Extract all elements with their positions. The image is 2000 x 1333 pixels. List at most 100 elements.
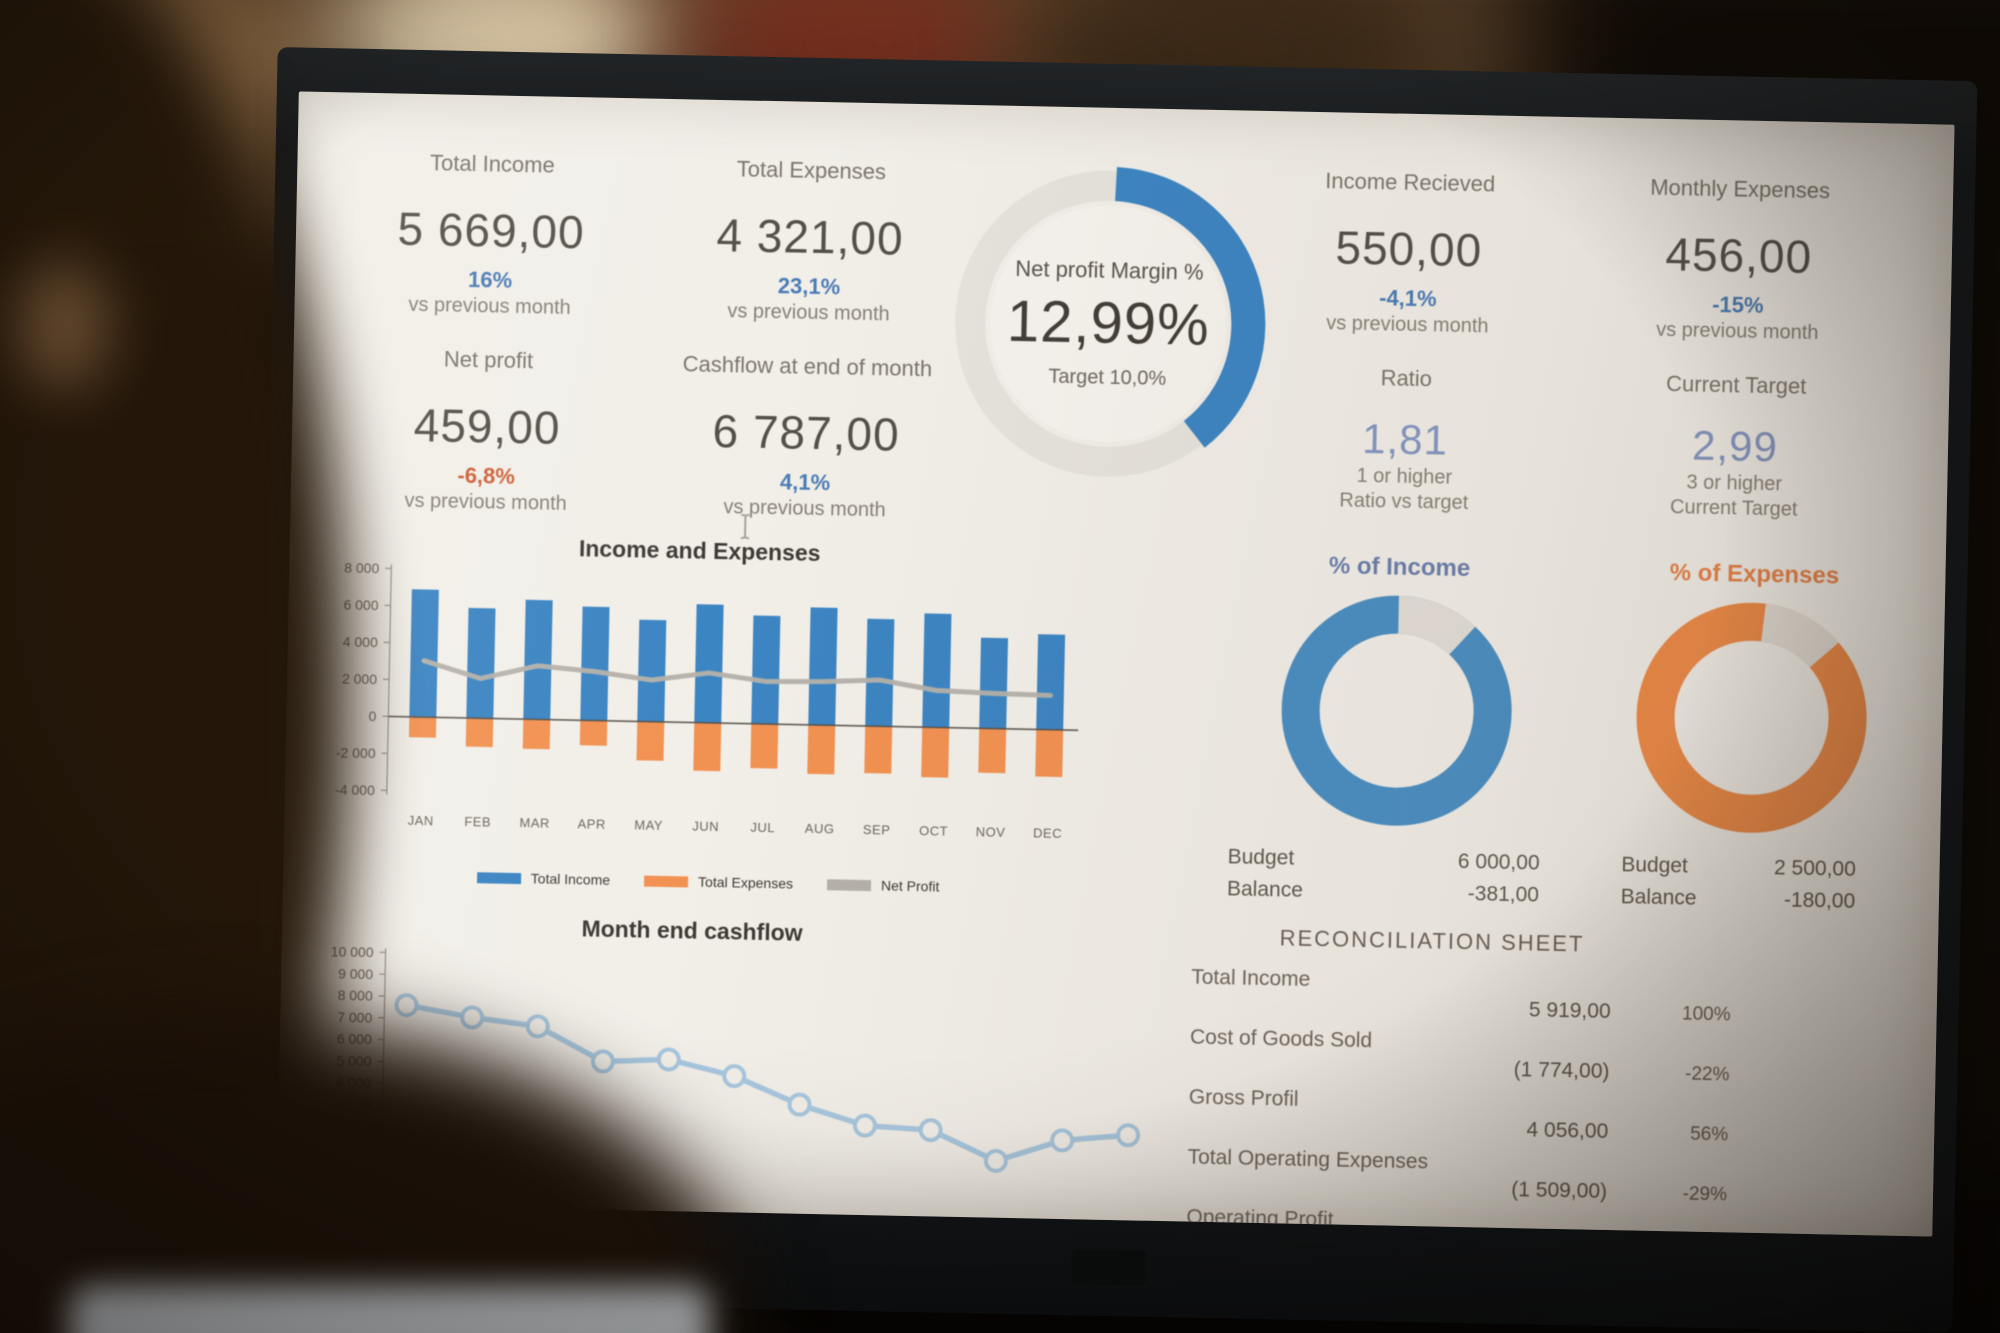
kpi-caption: vs previous month bbox=[404, 489, 567, 515]
donut-title: % of Income bbox=[1328, 552, 1471, 583]
kpi-value: 1,81 bbox=[1361, 414, 1449, 464]
legend-swatch-orange bbox=[644, 875, 689, 887]
legend-swatch-blue bbox=[476, 871, 521, 884]
net-profit-margin-gauge: Net profit Margin % 12,99% Target 10,0% bbox=[955, 139, 1266, 537]
kpi-title: Ratio bbox=[1380, 365, 1433, 392]
svg-text:OCT: OCT bbox=[919, 823, 948, 839]
svg-text:6 000: 6 000 bbox=[343, 597, 379, 614]
kpi-value: 550,00 bbox=[1335, 221, 1483, 277]
svg-text:APR: APR bbox=[577, 816, 606, 832]
kpi-delta: 23,1% bbox=[777, 273, 841, 300]
kpi-caption: vs previous month bbox=[723, 496, 886, 522]
kpi-title: Total Income bbox=[429, 150, 556, 178]
income-expenses-chart: Income and Expenses 8 000 6 000 4 000 2 000… bbox=[313, 518, 1200, 895]
svg-text:8 000: 8 000 bbox=[338, 987, 374, 1004]
percent-of-expenses-donut: % of Expenses Budget 2 500,00 Balance -1… bbox=[1593, 544, 1910, 913]
kpi-total-income: Total Income 5 669,00 16% vs previous mo… bbox=[324, 126, 658, 329]
svg-text:JUN: JUN bbox=[692, 819, 719, 835]
kpi-delta: -6,8% bbox=[457, 462, 516, 489]
svg-text:7 000: 7 000 bbox=[337, 1009, 373, 1026]
legend-item-net-profit: Net Profit bbox=[826, 876, 940, 895]
kpi-income-recieved: Income Recieved 550,00 -4,1% vs previous… bbox=[1254, 145, 1564, 347]
legend-item-total-expenses: Total Expenses bbox=[644, 873, 793, 892]
keyboard-blur bbox=[70, 1286, 710, 1333]
svg-text:0: 0 bbox=[368, 708, 376, 724]
kpi-caption2: Current Target bbox=[1669, 496, 1798, 521]
recon-value: (1 774,00) bbox=[1513, 1058, 1610, 1083]
svg-text:JUL: JUL bbox=[750, 820, 775, 835]
budget-label: Budget bbox=[1621, 853, 1689, 878]
recon-row-cogs: Cost of Goods Sold (1 774,00) -22% bbox=[1189, 1024, 1900, 1092]
kpi-value: 4 321,00 bbox=[716, 208, 905, 265]
legend-swatch-gray bbox=[826, 878, 872, 891]
legend-label: Net Profit bbox=[880, 877, 940, 895]
recon-value: 4 056,00 bbox=[1526, 1118, 1609, 1143]
recon-row-gross-profit: Gross Profil 4 056,00 56% bbox=[1188, 1084, 1899, 1152]
monitor-logo bbox=[1069, 1247, 1148, 1289]
kpi-grid: Total Income 5 669,00 16% vs previous mo… bbox=[320, 126, 1918, 550]
recon-value: 5 919,00 bbox=[1528, 998, 1611, 1024]
legend-label: Total Income bbox=[530, 870, 611, 888]
svg-text:9 000: 9 000 bbox=[338, 965, 374, 982]
expenses-donut-svg bbox=[1636, 602, 1867, 833]
charts-row: Income and Expenses 8 000 6 000 4 000 2 000… bbox=[313, 518, 1910, 913]
reconciliation-heading: RECONCILIATION SHEET bbox=[1279, 925, 1585, 957]
kpi-title: Current Target bbox=[1665, 371, 1807, 399]
person-ear-highlight bbox=[18, 260, 108, 390]
gauge-target: Target 10,0% bbox=[1048, 365, 1167, 390]
recon-pct: -29% bbox=[1682, 1183, 1728, 1206]
kpi-current-target: Current Target 2,99 3 or higher Current … bbox=[1556, 347, 1914, 550]
kpi-caption2: Ratio vs target bbox=[1339, 489, 1469, 515]
budget-value: 6 000,00 bbox=[1457, 849, 1540, 875]
kpi-monthly-expenses: Monthly Expenses 456,00 -15% vs previous… bbox=[1560, 151, 1918, 354]
kpi-title: Income Recieved bbox=[1325, 168, 1496, 197]
gauge-value: 12,99% bbox=[1006, 288, 1211, 358]
svg-text:AUG: AUG bbox=[805, 821, 835, 837]
kpi-value: 6 787,00 bbox=[712, 404, 901, 461]
kpi-title: Monthly Expenses bbox=[1650, 174, 1831, 204]
kpi-delta: -4,1% bbox=[1378, 285, 1437, 312]
kpi-title: Cashflow at end of month bbox=[682, 351, 933, 382]
budget-label: Budget bbox=[1227, 845, 1295, 870]
reconciliation-rows: Total Income 5 919,00 100% Cost of Goods… bbox=[1186, 964, 1902, 1237]
svg-text:10 000: 10 000 bbox=[331, 943, 374, 960]
kpi-cashflow-end-of-month: Cashflow at end of month 6 787,00 4,1% v… bbox=[650, 329, 962, 531]
income-donut-svg bbox=[1281, 595, 1512, 826]
kpi-title: Total Expenses bbox=[736, 156, 887, 185]
kpi-caption: vs previous month bbox=[408, 293, 571, 319]
kpi-title: Net profit bbox=[443, 346, 534, 374]
svg-text:NOV: NOV bbox=[976, 824, 1006, 840]
svg-text:MAY: MAY bbox=[634, 817, 663, 833]
kpi-value: 456,00 bbox=[1664, 227, 1813, 283]
svg-text:JAN: JAN bbox=[408, 813, 434, 829]
kpi-delta: 4,1% bbox=[779, 469, 831, 496]
kpi-caption: vs previous month bbox=[1655, 318, 1819, 345]
svg-text:FEB: FEB bbox=[464, 814, 491, 830]
gauge-label: Net profit Margin % bbox=[1015, 255, 1204, 285]
kpi-net-profit: Net profit 459,00 -6,8% vs previous mont… bbox=[320, 322, 654, 525]
recon-row-total-income: Total Income 5 919,00 100% bbox=[1190, 964, 1901, 1032]
svg-text:DEC: DEC bbox=[1033, 825, 1062, 841]
donut-title: % of Expenses bbox=[1669, 559, 1840, 590]
gauge-text: Net profit Margin % 12,99% Target 10,0% bbox=[937, 152, 1280, 495]
recon-pct: 100% bbox=[1681, 1003, 1731, 1026]
kpi-ratio: Ratio 1,81 1 or higher Ratio vs target bbox=[1250, 341, 1560, 543]
budget-value: 2 500,00 bbox=[1773, 856, 1857, 881]
recon-value: 2 122,00 bbox=[1436, 1236, 1606, 1237]
kpi-value: 5 669,00 bbox=[397, 202, 586, 259]
kpi-caption: 1 or higher bbox=[1356, 464, 1453, 489]
kpi-value: 2,99 bbox=[1691, 421, 1779, 471]
svg-text:SEP: SEP bbox=[863, 822, 891, 838]
dashboard: Total Income 5 669,00 16% vs previous mo… bbox=[277, 91, 1955, 1236]
legend-label: Total Expenses bbox=[697, 873, 794, 892]
kpi-total-expenses: Total Expenses 4 321,00 23,1% vs previou… bbox=[654, 133, 966, 335]
percent-of-income-donut: % of Income Budget 6 000,00 Balance -381… bbox=[1193, 536, 1600, 906]
dashboard-screen: Total Income 5 669,00 16% vs previous mo… bbox=[276, 91, 1955, 1237]
legend-item-total-income: Total Income bbox=[476, 869, 611, 888]
recon-value: (1 509,00) bbox=[1511, 1178, 1608, 1203]
kpi-caption: vs previous month bbox=[1326, 312, 1489, 338]
kpi-caption: vs previous month bbox=[727, 300, 890, 326]
kpi-value: 459,00 bbox=[413, 398, 562, 454]
